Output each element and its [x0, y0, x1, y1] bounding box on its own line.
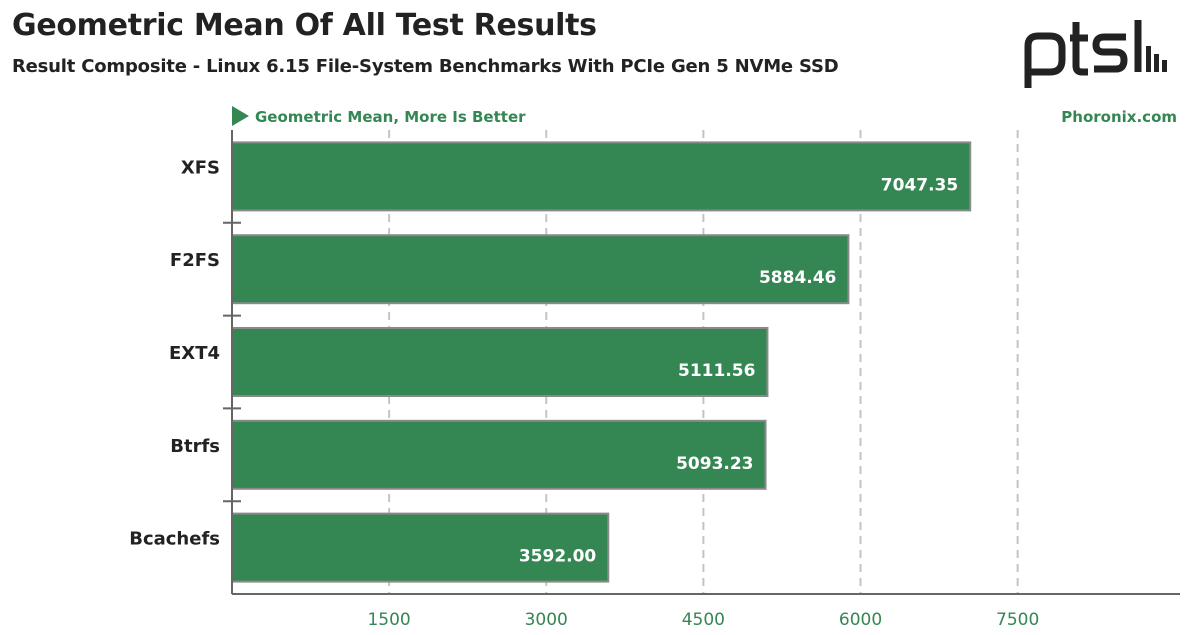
bars-layer: [231, 141, 972, 583]
category-label-btrfs: Btrfs: [170, 436, 220, 457]
pts-logo: [1018, 16, 1174, 96]
value-label-f2fs: 5884.46: [759, 268, 836, 288]
bar-xfs: [231, 141, 972, 212]
x-tick-label-1500: 1500: [367, 610, 410, 630]
category-label-bcachefs: Bcachefs: [129, 529, 220, 550]
x-tick-label-6000: 6000: [839, 610, 882, 630]
bar-bcachefs: [231, 512, 610, 583]
value-label-xfs: 7047.35: [881, 175, 958, 195]
labels-layer: 1500 3000 4500 6000 7500 XFS 7047.35 F2FS 5884.4…: [129, 157, 1039, 630]
chart-subtitle: Result Composite - Linux 6.15 File-Syste…: [12, 56, 839, 77]
category-label-xfs: XFS: [181, 157, 220, 178]
category-label-f2fs: F2FS: [170, 250, 220, 271]
bar-btrfs: [231, 419, 767, 490]
bar-ext4: [231, 327, 769, 397]
source-label: Phoronix.com: [1061, 108, 1177, 126]
x-tick-label-3000: 3000: [525, 610, 568, 630]
legend-label: Geometric Mean, More Is Better: [255, 108, 526, 126]
value-label-btrfs: 5093.23: [676, 454, 753, 474]
x-tick-label-7500: 7500: [996, 610, 1039, 630]
value-label-bcachefs: 3592.00: [519, 547, 597, 567]
value-label-ext4: 5111.56: [678, 361, 755, 381]
bar-f2fs: [231, 234, 850, 305]
legend-triangle-icon: [232, 106, 249, 126]
chart-title: Geometric Mean Of All Test Results: [12, 8, 597, 43]
axis-layer: [223, 130, 1180, 595]
x-tick-label-4500: 4500: [682, 610, 725, 630]
category-label-ext4: EXT4: [169, 343, 220, 364]
